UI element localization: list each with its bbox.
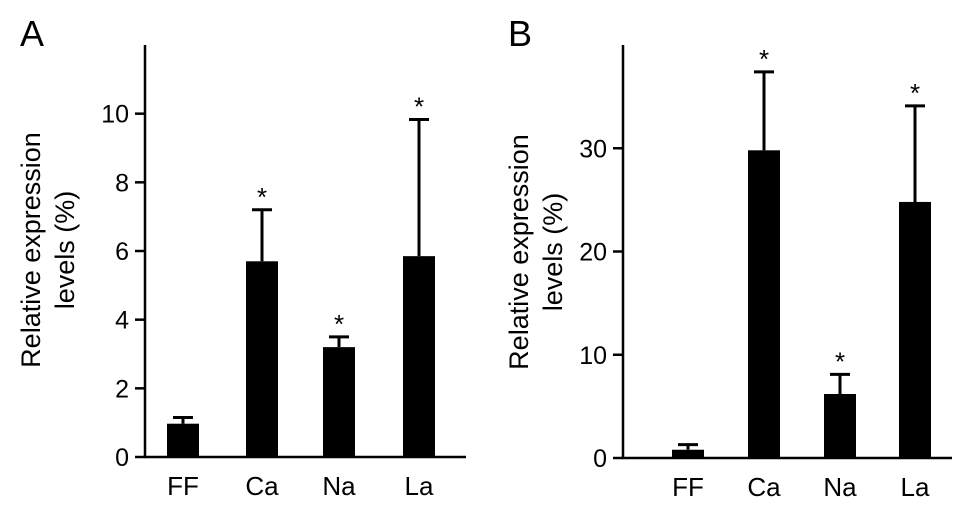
x-tick-label: Ca [747, 472, 781, 502]
y-axis-label-line: levels (%) [50, 191, 80, 310]
y-tick-label: 30 [579, 135, 607, 163]
x-tick-label: Ca [245, 471, 279, 501]
y-tick-label: 10 [101, 101, 129, 129]
y-axis-label-line: Relative expression [16, 132, 46, 368]
bar-la [899, 201, 931, 458]
y-tick-label: 4 [115, 307, 129, 335]
significance-marker: * [334, 309, 344, 339]
bar-ff [167, 423, 199, 457]
y-tick-label: 0 [115, 444, 129, 472]
significance-marker: * [759, 44, 769, 74]
y-tick-label: 10 [579, 342, 607, 370]
x-tick-label: FF [672, 472, 704, 502]
x-tick-label: Na [823, 472, 857, 502]
y-tick-label: 2 [115, 375, 129, 403]
bar-ca [246, 261, 278, 457]
chart-panel-b: B Relative expression levels (%) 0 10 20 30 FF C… [504, 13, 952, 502]
y-tick-label: 8 [115, 169, 129, 197]
x-tick-label: Na [322, 471, 356, 501]
x-tick-label: La [405, 471, 434, 501]
significance-marker: * [910, 78, 920, 108]
y-axis-label: Relative expression levels (%) [16, 132, 80, 368]
x-tick-label: La [901, 472, 930, 502]
panel-letter: A [20, 13, 44, 54]
significance-marker: * [835, 346, 845, 376]
bar-na [824, 393, 856, 458]
y-axis-label-line: Relative expression [504, 134, 534, 370]
y-axis-label-line: levels (%) [538, 193, 568, 312]
significance-marker: * [257, 182, 267, 212]
y-tick-label: 20 [579, 239, 607, 267]
x-tick-label: FF [167, 471, 199, 501]
bar-la [403, 256, 435, 457]
significance-marker: * [414, 92, 424, 122]
bar-ff [672, 449, 704, 458]
bar-na [323, 347, 355, 457]
chart-panel-a: A Relative expression levels (%) 0 2 4 6 8 10 FF C… [16, 13, 466, 501]
panel-letter: B [508, 13, 532, 54]
y-tick-label: 0 [593, 445, 607, 473]
y-tick-label: 6 [115, 238, 129, 266]
y-axis-label: Relative expression levels (%) [504, 134, 568, 370]
bar-ca [748, 150, 780, 458]
